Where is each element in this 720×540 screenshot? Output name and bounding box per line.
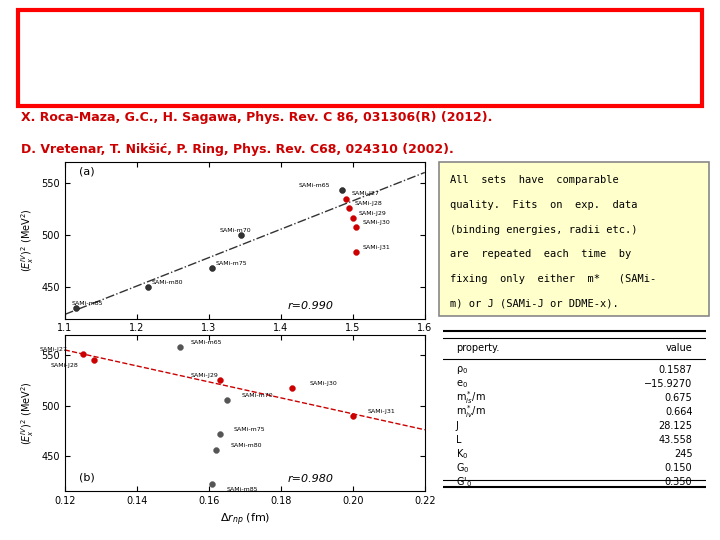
Point bbox=[340, 194, 351, 203]
Text: All  sets  have  comparable: All sets have comparable bbox=[450, 176, 618, 185]
Text: (binding energies, radii etc.): (binding energies, radii etc.) bbox=[450, 225, 637, 235]
Text: SAMi-J29: SAMi-J29 bbox=[359, 211, 387, 217]
Text: SAMi-J28: SAMi-J28 bbox=[355, 201, 383, 206]
Text: L: L bbox=[456, 435, 462, 445]
Text: (a): (a) bbox=[79, 166, 95, 177]
Text: K$_0$: K$_0$ bbox=[456, 447, 468, 461]
Text: SAMi-m75: SAMi-m75 bbox=[234, 427, 266, 432]
Text: 43.558: 43.558 bbox=[659, 435, 693, 445]
Point bbox=[286, 384, 297, 393]
Point bbox=[221, 396, 233, 405]
X-axis label: m/m*: m/m* bbox=[229, 339, 261, 349]
Text: 0.664: 0.664 bbox=[665, 407, 693, 417]
Text: 0.675: 0.675 bbox=[665, 393, 693, 403]
Text: SAMi-J27: SAMi-J27 bbox=[351, 192, 379, 197]
Text: SAMi-m65: SAMi-m65 bbox=[191, 340, 222, 345]
Text: G$_0$: G$_0$ bbox=[456, 461, 469, 475]
Point bbox=[210, 446, 222, 454]
FancyBboxPatch shape bbox=[439, 162, 709, 316]
Text: SAMi-J29: SAMi-J29 bbox=[191, 373, 219, 378]
Text: ρ$_0$: ρ$_0$ bbox=[456, 364, 468, 376]
Text: SAMi-J28: SAMi-J28 bbox=[50, 363, 78, 368]
Text: SAMi-J27: SAMi-J27 bbox=[40, 347, 68, 352]
Text: SAMi-m85: SAMi-m85 bbox=[227, 488, 258, 492]
Point bbox=[347, 214, 359, 222]
Text: J: J bbox=[456, 421, 459, 431]
X-axis label: $\Delta r_{np}$ (fm): $\Delta r_{np}$ (fm) bbox=[220, 512, 270, 528]
Text: e$_0$: e$_0$ bbox=[456, 378, 468, 390]
Point bbox=[77, 350, 89, 359]
Text: m$^*_{iv}$/m: m$^*_{iv}$/m bbox=[456, 403, 486, 420]
Point bbox=[336, 186, 348, 194]
Text: Systematically varied SAMi and DDME
families: Systematically varied SAMi and DDME fami… bbox=[32, 24, 688, 89]
Point bbox=[70, 304, 81, 313]
Text: SAMi-m80: SAMi-m80 bbox=[230, 443, 262, 448]
Text: SAMi-m75: SAMi-m75 bbox=[216, 261, 248, 266]
Text: SAMi-J30: SAMi-J30 bbox=[362, 220, 390, 225]
Text: X. Roca-Maza, G.C., H. Sagawa, Phys. Rev. C 86, 031306(R) (2012).: X. Roca-Maza, G.C., H. Sagawa, Phys. Rev… bbox=[22, 111, 492, 124]
Text: are  repeated  each  time  by: are repeated each time by bbox=[450, 249, 631, 259]
Text: m$^*_{is}$/m: m$^*_{is}$/m bbox=[456, 389, 486, 406]
Text: D. Vretenar, T. Nikšić, P. Ring, Phys. Rev. C68, 024310 (2002).: D. Vretenar, T. Nikšić, P. Ring, Phys. R… bbox=[22, 143, 454, 156]
Text: m) or J (SAMi-J or DDME-x).: m) or J (SAMi-J or DDME-x). bbox=[450, 299, 618, 308]
Text: r=0.990: r=0.990 bbox=[288, 301, 334, 311]
Point bbox=[235, 231, 247, 239]
Text: 0.350: 0.350 bbox=[665, 477, 693, 487]
Text: quality.  Fits  on  exp.  data: quality. Fits on exp. data bbox=[450, 200, 637, 210]
FancyBboxPatch shape bbox=[18, 10, 702, 106]
Point bbox=[351, 247, 362, 256]
Point bbox=[351, 222, 362, 231]
Text: property.: property. bbox=[456, 343, 499, 353]
Text: SAMi-m65: SAMi-m65 bbox=[299, 183, 330, 188]
Point bbox=[347, 411, 359, 420]
Point bbox=[142, 283, 153, 292]
Point bbox=[88, 356, 99, 364]
Text: r=0.980: r=0.980 bbox=[288, 474, 334, 484]
Text: SAMi-J30: SAMi-J30 bbox=[310, 381, 338, 386]
Point bbox=[343, 204, 355, 212]
Text: fixing  only  either  m*   (SAMi-: fixing only either m* (SAMi- bbox=[450, 274, 656, 284]
Text: SAMi-m70: SAMi-m70 bbox=[220, 228, 251, 233]
Point bbox=[174, 342, 186, 351]
Text: 28.125: 28.125 bbox=[659, 421, 693, 431]
Text: 0.150: 0.150 bbox=[665, 463, 693, 473]
Text: (b): (b) bbox=[79, 472, 95, 482]
Point bbox=[207, 480, 218, 489]
Text: SAMi-J31: SAMi-J31 bbox=[367, 409, 395, 414]
Text: SAMi-m70: SAMi-m70 bbox=[241, 394, 273, 399]
Text: 245: 245 bbox=[674, 449, 693, 459]
Y-axis label: $(E_x^{IV})^2$ (MeV$^2$): $(E_x^{IV})^2$ (MeV$^2$) bbox=[19, 381, 36, 445]
Text: −15.9270: −15.9270 bbox=[644, 379, 693, 389]
Point bbox=[214, 429, 225, 438]
Text: SAMi-m85: SAMi-m85 bbox=[72, 301, 104, 306]
Text: G$'_0$: G$'_0$ bbox=[456, 475, 472, 489]
Point bbox=[207, 264, 218, 273]
Text: value: value bbox=[666, 343, 693, 353]
Y-axis label: $(E_x^{IV})^2$ (MeV$^2$): $(E_x^{IV})^2$ (MeV$^2$) bbox=[19, 208, 36, 272]
Text: SAMi-J31: SAMi-J31 bbox=[362, 245, 390, 249]
Text: SAMi-m80: SAMi-m80 bbox=[151, 280, 183, 285]
Text: 0.1587: 0.1587 bbox=[659, 365, 693, 375]
Point bbox=[214, 376, 225, 384]
